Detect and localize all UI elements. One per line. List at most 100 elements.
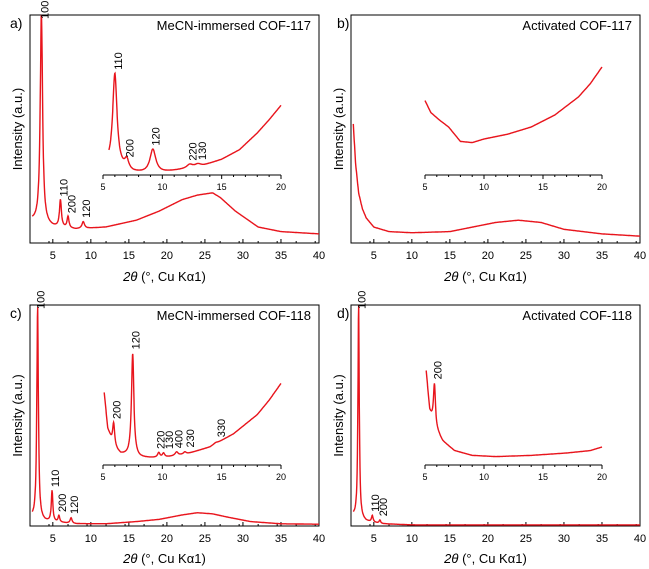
inset-peak-label: 200 [432,361,444,379]
peak-label: 120 [69,496,81,514]
inset-series-line [425,370,603,458]
inset-x-tick-label: 10 [157,182,167,192]
inset-peak-label: 200 [125,139,137,157]
x-tick-label: 5 [50,250,56,262]
peak-label: 110 [50,470,62,488]
series-line [352,304,640,526]
peak-label: 200 [67,195,79,213]
inset-series-line [108,71,282,171]
peak-label: 110 [58,179,70,197]
inset-series-line [424,66,603,144]
panel-a: 5 10 15 20 25 30 35 40 2θ (°, Cu Kα1) Intensity (… [10,1,325,284]
panel-letter: d) [337,305,349,321]
x-tick-label: 20 [482,250,494,262]
x-tick-label: 5 [371,250,377,262]
inset-peak-label: 120 [151,127,163,145]
inset-x-tick-label: 5 [422,472,427,482]
inset-x-tick-label: 5 [422,182,427,192]
x-axis-label: 2θ (°, Cu Kα1) [122,269,206,284]
x-axis-label-unit: (°, Cu Kα1) [137,269,205,284]
x-tick-label: 40 [634,250,646,262]
panel-d: 5 10 15 20 25 30 35 40 2θ (°, Cu Kα1) Intensity (… [331,291,646,566]
x-tick-label: 40 [313,533,325,545]
plot-frame [350,14,641,244]
x-tick-label: 30 [558,250,570,262]
panel-letter: c) [10,305,22,321]
x-tick-label: 5 [50,533,56,545]
x-tick-label: 40 [313,250,325,262]
peak-label: 100 [36,291,48,309]
panel-c: 5 10 15 20 25 30 35 40 2θ (°, Cu Kα1) Intensity (… [10,291,325,566]
x-tick-label: 40 [634,533,646,545]
series-line [31,14,319,235]
x-tick-label: 15 [123,533,135,545]
inset-x-tick-label: 20 [597,182,607,192]
inset-peak-label: 130 [197,142,209,160]
y-axis-label: Intensity (a.u.) [10,374,25,456]
inset-peak-label: 330 [216,419,228,437]
x-tick-label: 35 [596,533,608,545]
peak-label: 120 [81,200,93,218]
x-tick-label: 30 [237,533,249,545]
x-tick-label: 10 [85,250,97,262]
x-tick-label: 20 [161,250,173,262]
x-axis-label-unit: (°, Cu Kα1) [458,269,526,284]
inset-peak-label: 120 [131,331,143,349]
inset-x-tick-label: 5 [100,182,105,192]
panel-title: MeCN-immersed COF-117 [157,18,311,33]
plot-frame [29,304,320,527]
inset-x-tick-label: 10 [479,182,489,192]
inset-peak-label: 400 [173,430,185,448]
inset-x-tick-label: 20 [276,472,286,482]
inset-x-tick-label: 20 [276,182,286,192]
panel-title: MeCN-immersed COF-118 [157,308,311,323]
x-axis-label-symbol: 2θ [443,551,458,566]
panel-letter: a) [10,15,22,31]
inset-x-tick-label: 15 [217,182,227,192]
x-tick-label: 30 [237,250,249,262]
x-tick-label: 25 [199,250,211,262]
x-axis-label-symbol: 2θ [443,269,458,284]
x-tick-label: 35 [596,250,608,262]
inset-peak-label: 110 [113,52,125,70]
x-tick-label: 25 [520,533,532,545]
inset-plot: 5 10 15 20 [422,66,607,192]
y-axis-label: Intensity (a.u.) [331,88,346,170]
x-axis-label-unit: (°, Cu Kα1) [137,551,205,566]
plot-frame [29,14,320,244]
inset-peak-label: 130 [164,431,176,449]
inset-peak-label: 230 [185,429,197,447]
x-tick-label: 10 [406,533,418,545]
x-tick-label: 30 [558,533,570,545]
plot-frame [350,304,641,527]
inset-peak-label: 200 [112,401,124,419]
panel-b: 5 10 15 20 25 30 35 40 2θ (°, Cu Kα1) Intensity (… [331,14,646,284]
inset-x-tick-label: 10 [157,472,167,482]
x-tick-label: 35 [275,533,287,545]
panel-title: Activated COF-117 [522,18,632,33]
inset-peak-label: 220 [188,142,200,160]
peak-label: 110 [370,494,382,512]
x-tick-label: 15 [444,533,456,545]
x-axis-label-symbol: 2θ [122,551,137,566]
panel-title: Activated COF-118 [522,308,632,323]
inset-x-tick-label: 15 [217,472,227,482]
inset-x-tick-label: 10 [479,472,489,482]
inset-x-tick-label: 15 [538,182,548,192]
inset-x-tick-label: 20 [597,472,607,482]
peak-label: 100 [357,291,369,309]
x-tick-label: 25 [199,533,211,545]
inset-peak-label: 220 [155,431,167,449]
x-axis-label: 2θ (°, Cu Kα1) [443,551,527,566]
y-axis-label: Intensity (a.u.) [10,88,25,170]
x-axis-label: 2θ (°, Cu Kα1) [122,551,206,566]
x-tick-label: 5 [371,533,377,545]
series-line [352,123,641,237]
x-tick-label: 15 [444,250,456,262]
x-tick-label: 35 [275,250,287,262]
peak-label: 100 [39,1,51,19]
peak-label: 200 [57,494,69,512]
